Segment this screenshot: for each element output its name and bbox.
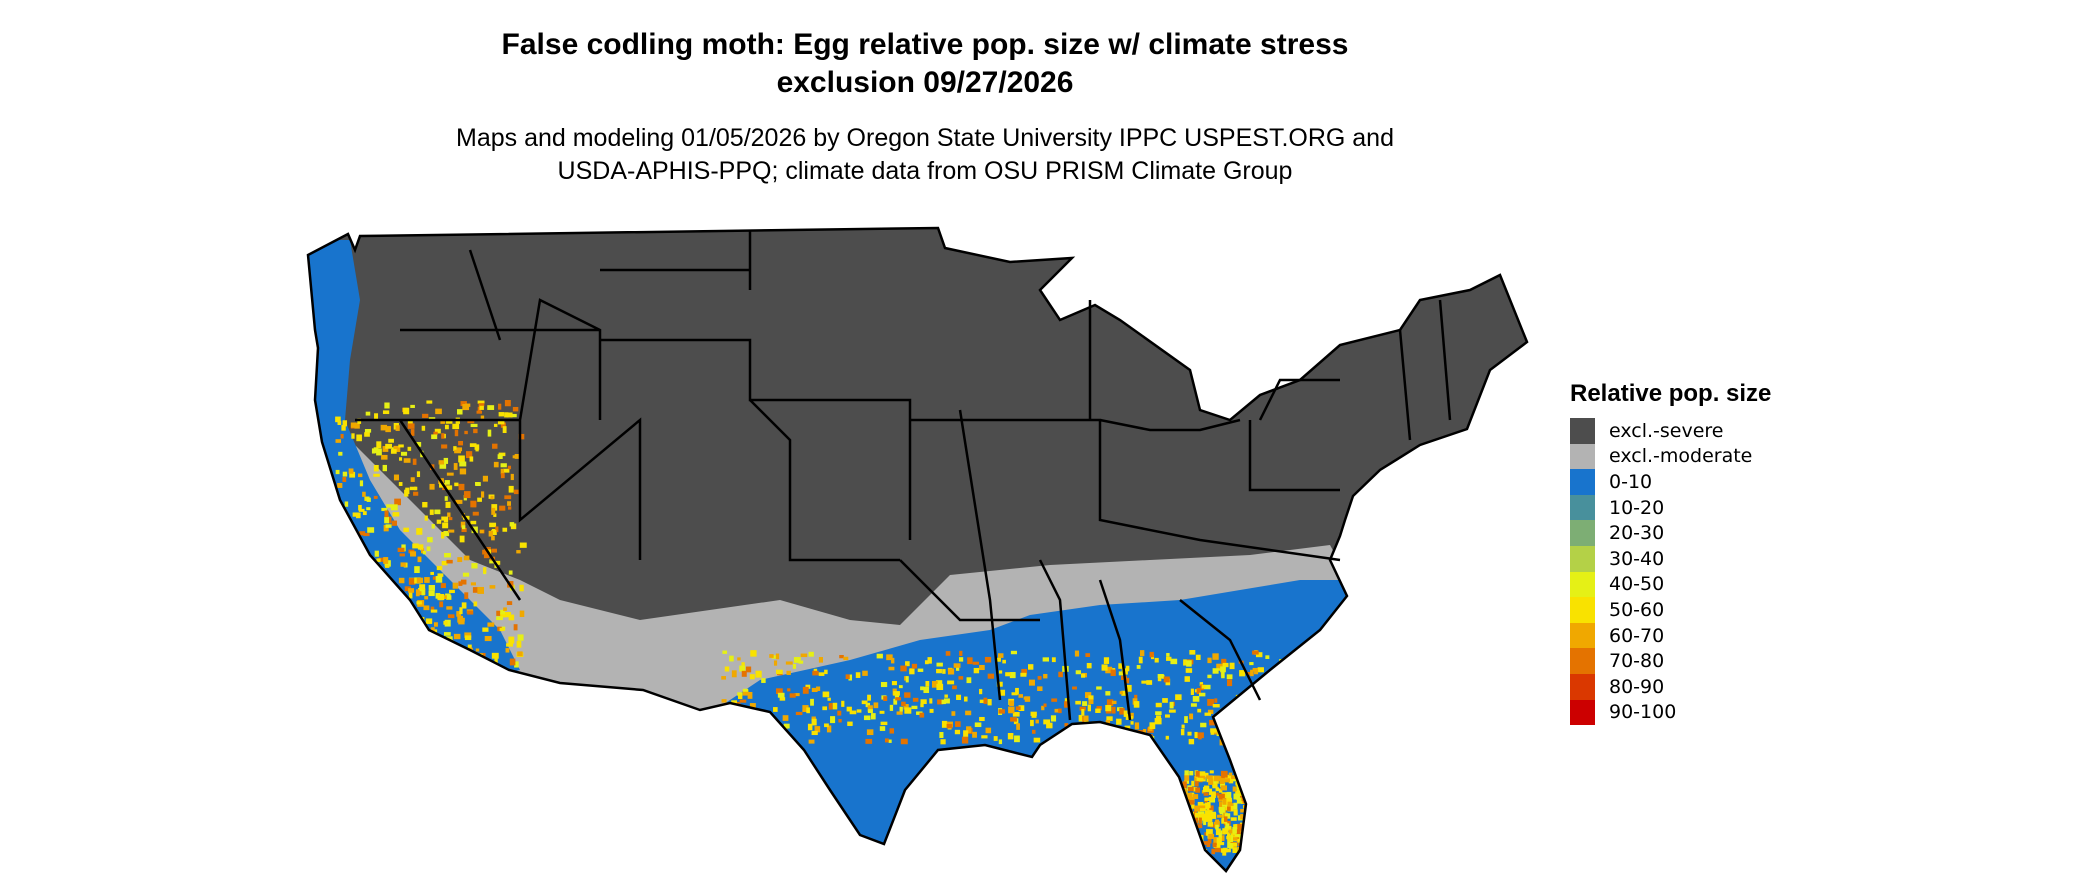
title-line-1: False codling moth: Egg relative pop. si… xyxy=(501,28,1349,61)
legend-label: 30-40 xyxy=(1609,547,1665,570)
legend-item: excl.-moderate xyxy=(1570,443,1771,470)
legend-label: 50-60 xyxy=(1609,598,1665,621)
legend-item: 80-90 xyxy=(1570,673,1771,700)
legend-swatch xyxy=(1570,622,1595,649)
legend-label: 10-20 xyxy=(1609,496,1665,519)
legend-item: 90-100 xyxy=(1570,699,1771,726)
state-boundaries xyxy=(306,226,1529,873)
legend-item: 0-10 xyxy=(1570,469,1771,495)
legend-label: 90-100 xyxy=(1609,701,1677,724)
map-title: False codling moth: Egg relative pop. si… xyxy=(0,26,1850,102)
legend-item: 30-40 xyxy=(1570,545,1771,572)
legend-item: 70-80 xyxy=(1570,648,1771,674)
legend-swatch xyxy=(1570,469,1595,495)
map-subtitle: Maps and modeling 01/05/2026 by Oregon S… xyxy=(0,122,1850,188)
legend-item: 60-70 xyxy=(1570,622,1771,649)
legend-swatch xyxy=(1570,648,1595,674)
legend-item: 50-60 xyxy=(1570,597,1771,623)
legend-swatch xyxy=(1570,418,1595,444)
legend: Relative pop. size excl.-severe excl.-mod… xyxy=(1570,380,1772,726)
title-line-2: exclusion 09/27/2026 xyxy=(776,66,1074,99)
legend-label: 20-30 xyxy=(1609,522,1665,545)
subtitle-line-1: Maps and modeling 01/05/2026 by Oregon S… xyxy=(456,124,1394,152)
legend-label: 0-10 xyxy=(1609,470,1653,493)
legend-label: excl.-severe xyxy=(1609,419,1724,442)
legend-label: 60-70 xyxy=(1609,624,1665,647)
legend-item: 10-20 xyxy=(1570,494,1771,521)
legend-label: 70-80 xyxy=(1609,650,1665,673)
legend-label: 40-50 xyxy=(1609,573,1665,596)
legend-item: 20-30 xyxy=(1570,520,1771,546)
region-suitable xyxy=(700,580,1360,871)
legend-item: 40-50 xyxy=(1570,571,1771,598)
legend-swatch xyxy=(1570,520,1595,546)
legend-item: excl.-severe xyxy=(1570,418,1771,444)
legend-swatch xyxy=(1570,545,1595,572)
legend-label: excl.-moderate xyxy=(1609,445,1753,468)
subtitle-line-2: USDA-APHIS-PPQ; climate data from OSU PR… xyxy=(557,157,1293,185)
legend-swatch xyxy=(1570,699,1595,726)
legend-swatch xyxy=(1570,571,1595,598)
legend-swatch xyxy=(1570,494,1595,521)
legend-swatch xyxy=(1570,443,1595,470)
legend-label: 80-90 xyxy=(1609,675,1665,698)
legend-swatch xyxy=(1570,673,1595,700)
legend-swatch xyxy=(1570,597,1595,623)
legend-title: Relative pop. size xyxy=(1570,380,1772,407)
